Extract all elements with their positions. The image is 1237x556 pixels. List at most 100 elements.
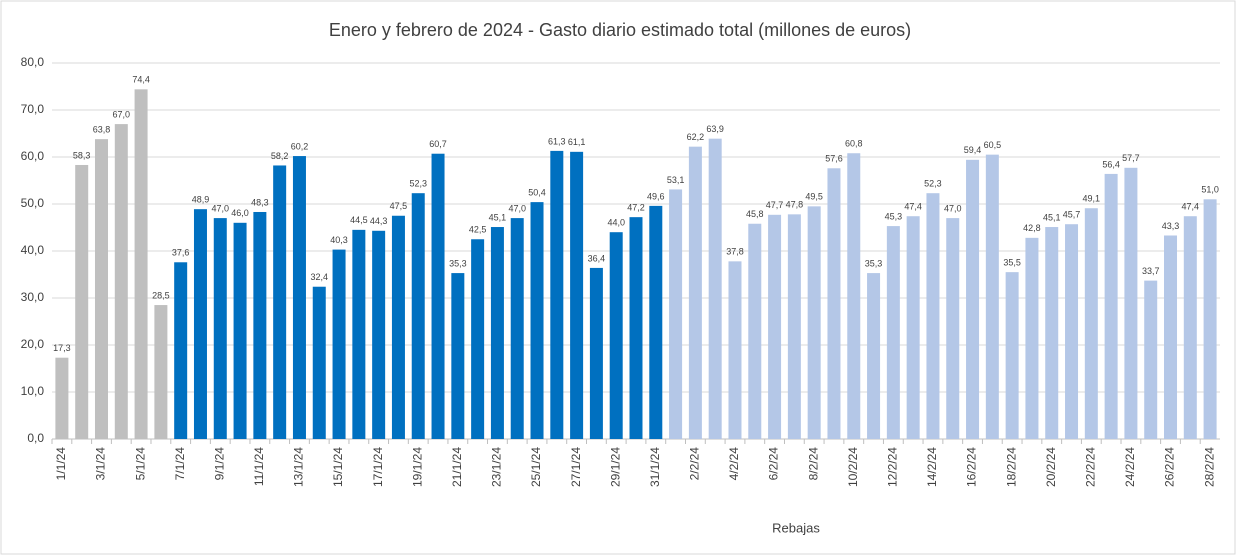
x-tick-label: 28/2/24: [1202, 447, 1216, 487]
bar: [708, 138, 722, 440]
bar: [570, 151, 584, 439]
x-axis-label: Rebajas: [772, 520, 820, 535]
bar: [411, 193, 425, 439]
data-label: 48,3: [251, 197, 269, 207]
data-label: 63,8: [93, 125, 111, 135]
data-label: 35,5: [1003, 258, 1021, 268]
x-tick-label: 19/1/24: [410, 447, 424, 487]
data-label: 57,7: [1122, 153, 1140, 163]
data-label: 51,0: [1201, 185, 1219, 195]
bar: [926, 193, 940, 439]
bar: [1005, 272, 1019, 439]
data-label: 28,5: [152, 290, 170, 300]
bar: [906, 216, 920, 439]
data-label: 74,4: [132, 75, 150, 85]
bar: [273, 165, 287, 439]
bar: [985, 154, 999, 439]
data-label: 57,6: [825, 154, 843, 164]
bar: [748, 223, 762, 439]
x-tick-label: 23/1/24: [490, 447, 504, 487]
data-label: 48,9: [192, 195, 210, 205]
data-label: 60,5: [984, 140, 1002, 150]
bar: [391, 215, 405, 439]
x-tick-label: 18/2/24: [1004, 447, 1018, 487]
bar: [1104, 173, 1118, 440]
bar: [114, 124, 128, 439]
data-label: 47,8: [786, 200, 804, 210]
x-tick-label: 16/2/24: [965, 447, 979, 487]
data-label: 49,1: [1083, 194, 1101, 204]
bar: [886, 226, 900, 439]
data-label: 60,2: [291, 141, 309, 151]
data-label: 47,0: [508, 203, 526, 213]
data-label: 40,3: [330, 235, 348, 245]
bar: [372, 230, 386, 439]
y-tick-label: 10,0: [21, 384, 45, 398]
bar: [530, 202, 544, 439]
x-tick-label: 12/2/24: [886, 447, 900, 487]
data-label: 47,0: [944, 203, 962, 213]
data-label: 43,3: [1162, 221, 1180, 231]
data-label: 52,3: [924, 179, 942, 189]
x-tick-label: 13/1/24: [292, 447, 306, 487]
bar: [1084, 208, 1098, 439]
x-tick-label: 9/1/24: [212, 447, 226, 481]
x-tick-label: 10/2/24: [846, 447, 860, 487]
x-tick-label: 20/2/24: [1044, 447, 1058, 487]
data-label: 49,5: [805, 192, 823, 202]
bar: [490, 227, 504, 439]
bar: [1203, 199, 1217, 439]
x-tick-label: 21/1/24: [450, 447, 464, 487]
y-tick-label: 40,0: [21, 243, 45, 257]
y-tick-label: 0,0: [27, 431, 44, 445]
data-label: 47,7: [766, 200, 784, 210]
data-label: 35,3: [865, 258, 883, 268]
bar: [669, 189, 683, 439]
data-label: 45,1: [489, 212, 507, 222]
bar: [55, 357, 69, 439]
bar: [352, 229, 366, 439]
bar: [332, 249, 346, 439]
y-tick-label: 50,0: [21, 196, 45, 210]
data-label: 52,3: [409, 179, 427, 189]
bar: [75, 164, 89, 440]
bar: [253, 211, 267, 439]
x-tick-label: 24/2/24: [1123, 447, 1137, 487]
bar: [867, 273, 881, 439]
x-tick-label: 14/2/24: [925, 447, 939, 487]
bar: [94, 139, 108, 439]
x-tick-label: 5/1/24: [133, 447, 147, 481]
x-tick-label: 1/1/24: [54, 447, 68, 481]
bar: [1183, 216, 1197, 439]
bar: [589, 267, 603, 439]
data-label: 46,0: [231, 208, 249, 218]
bar: [1124, 167, 1138, 439]
x-tick-label: 11/1/24: [252, 447, 266, 486]
bar: [431, 153, 445, 439]
x-tick-label: 17/1/24: [371, 447, 385, 487]
bar: [550, 150, 564, 439]
data-label: 61,1: [568, 137, 586, 147]
bar: [688, 146, 702, 439]
data-label: 45,8: [746, 209, 764, 219]
bar: [946, 218, 960, 439]
bar: [827, 168, 841, 439]
bar: [807, 206, 821, 439]
data-label: 47,4: [1182, 202, 1200, 212]
data-label: 53,1: [667, 175, 685, 185]
data-label: 32,4: [310, 272, 328, 282]
data-label: 47,0: [212, 203, 230, 213]
bar: [787, 214, 801, 439]
bar: [609, 232, 623, 439]
data-label: 45,3: [885, 211, 903, 221]
data-label: 61,3: [548, 136, 566, 146]
bar: [292, 156, 306, 439]
x-tick-label: 7/1/24: [173, 447, 187, 481]
y-tick-label: 60,0: [21, 149, 45, 163]
data-label: 67,0: [113, 109, 131, 119]
data-label: 44,5: [350, 215, 368, 225]
bar: [451, 273, 465, 439]
data-label: 59,4: [964, 145, 982, 155]
x-tick-label: 22/2/24: [1083, 447, 1097, 487]
